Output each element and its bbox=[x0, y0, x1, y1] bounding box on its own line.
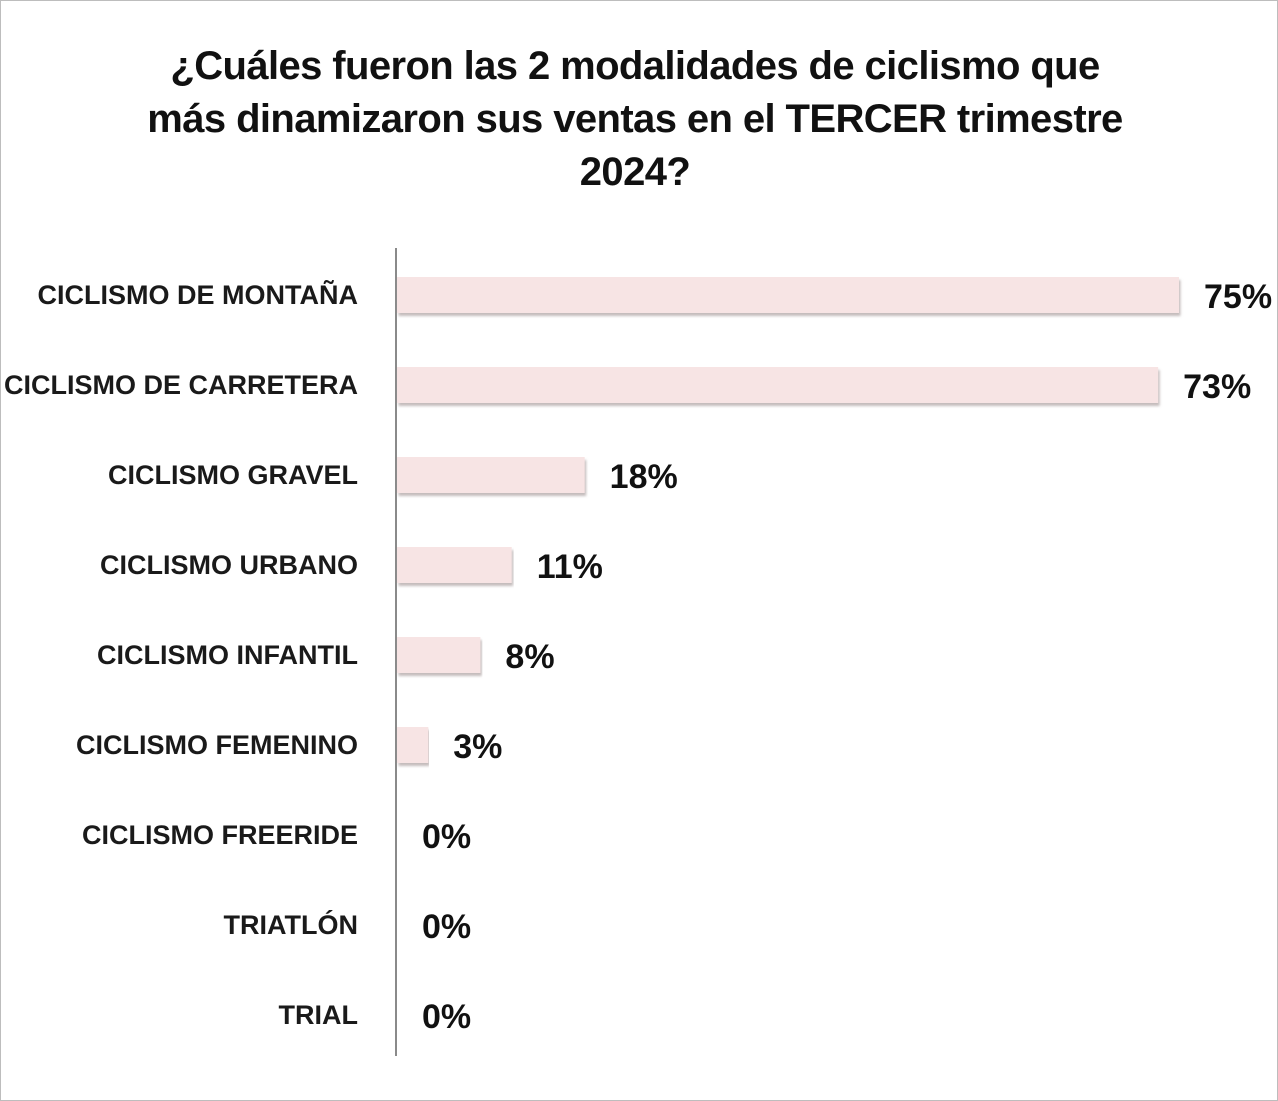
value-label: 75% bbox=[1204, 278, 1272, 316]
value-label: 18% bbox=[610, 458, 678, 496]
chart-title-line-3: 2024? bbox=[579, 150, 691, 194]
bar bbox=[397, 727, 429, 763]
category-label: CICLISMO DE MONTAÑA bbox=[38, 279, 358, 310]
value-label: 3% bbox=[453, 728, 502, 766]
category-label: CICLISMO DE CARRETERA bbox=[4, 370, 358, 400]
bar bbox=[397, 547, 512, 583]
value-label: 73% bbox=[1183, 368, 1251, 406]
category-label: CICLISMO GRAVEL bbox=[108, 460, 358, 490]
chart-title-line-1: ¿Cuáles fueron las 2 modalidades de cicl… bbox=[170, 44, 1100, 88]
chart-title: ¿Cuáles fueron las 2 modalidades de cicl… bbox=[100, 40, 1170, 199]
value-label: 8% bbox=[505, 638, 554, 676]
category-label: CICLISMO INFANTIL bbox=[97, 640, 358, 670]
chart-title-line-2: más dinamizaron sus ventas en el TERCER … bbox=[147, 97, 1123, 141]
bar bbox=[397, 637, 481, 673]
category-label: TRIATLÓN bbox=[224, 909, 358, 940]
category-label: CICLISMO URBANO bbox=[100, 550, 358, 580]
category-label: CICLISMO FREERIDE bbox=[82, 820, 358, 850]
category-label: TRIAL bbox=[279, 1000, 358, 1030]
value-label: 0% bbox=[422, 998, 471, 1036]
category-label: CICLISMO FEMENINO bbox=[76, 730, 358, 760]
bar bbox=[397, 277, 1179, 313]
bar bbox=[397, 367, 1159, 403]
bar bbox=[397, 457, 585, 493]
value-label: 11% bbox=[537, 548, 603, 586]
value-label: 0% bbox=[422, 908, 471, 946]
value-label: 0% bbox=[422, 818, 471, 856]
